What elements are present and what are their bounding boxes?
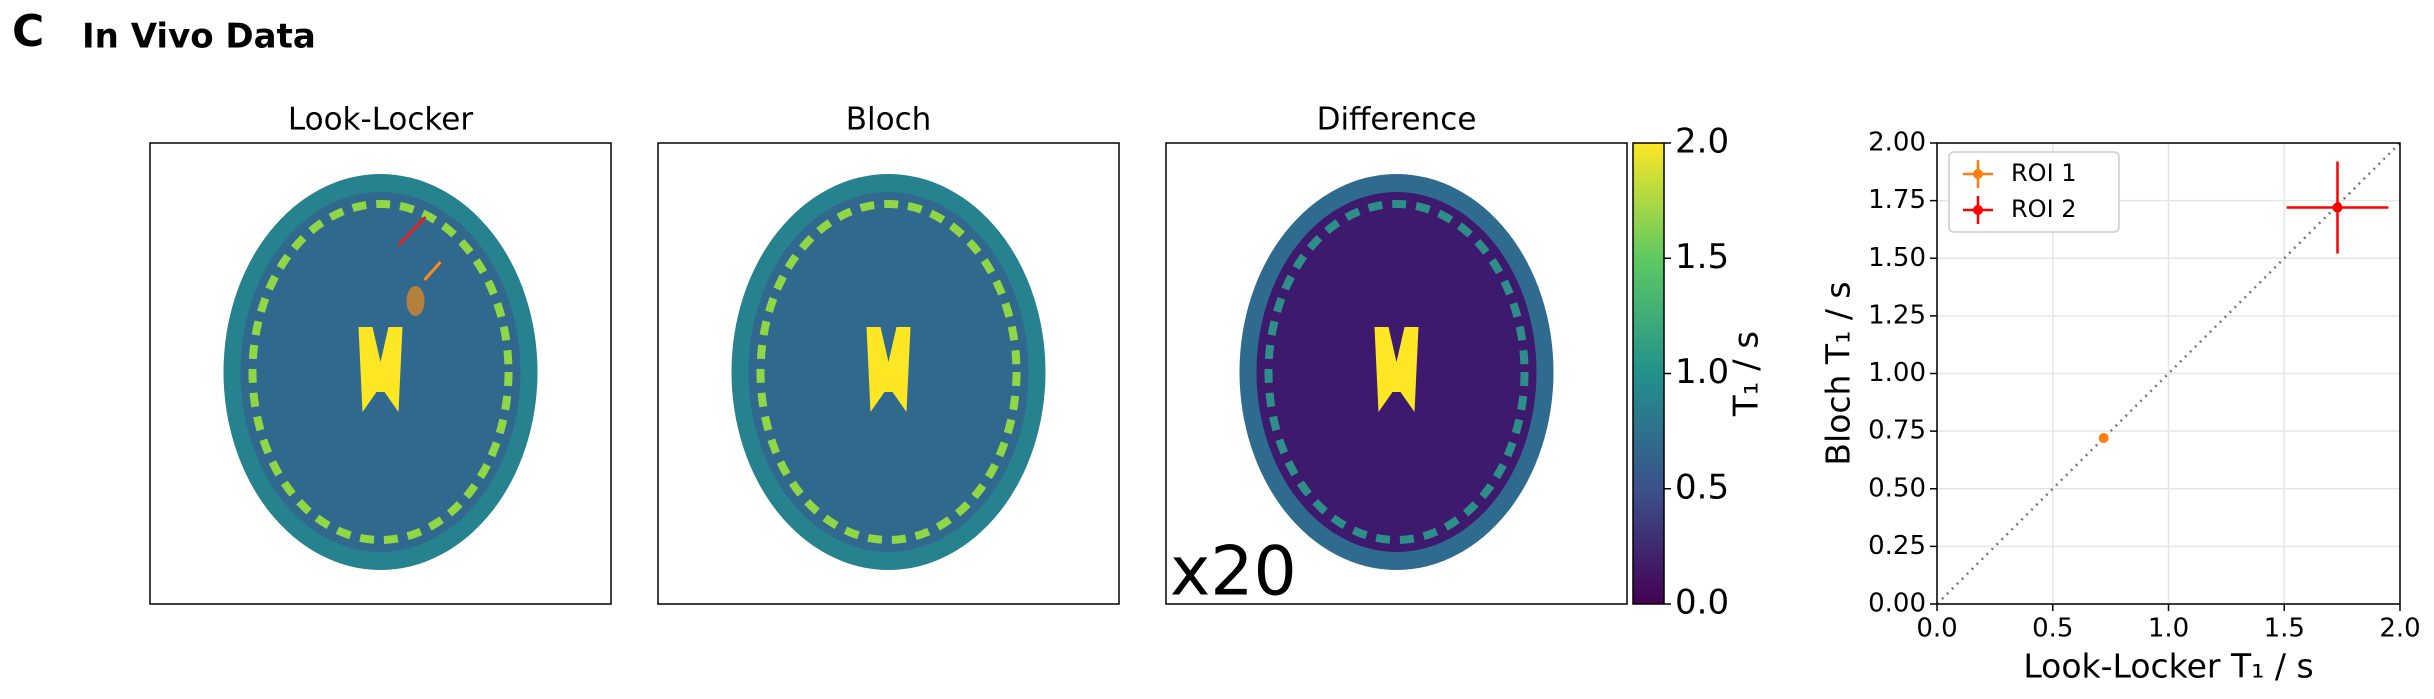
y-tick-label: 1.00 — [1868, 358, 1926, 388]
panel-title: Look-Locker — [288, 102, 473, 138]
y-tick-label: 0.25 — [1868, 531, 1926, 561]
y-tick-label: 1.75 — [1868, 185, 1926, 215]
panel-title: Difference — [1317, 102, 1477, 138]
ventricles — [866, 327, 911, 412]
x-tick-label: 0.5 — [2032, 614, 2073, 644]
y-axis-label: Bloch T₁ / s — [1819, 281, 1858, 465]
x-tick-label: 2.0 — [2379, 614, 2420, 644]
brain-images: Look-Locker Bloch Difference x20 0.0 0.5 1.0 1.… — [149, 102, 1767, 623]
cortex-ring — [248, 200, 513, 544]
colorbar-label: T₁ / s — [1727, 331, 1767, 417]
legend-box — [1948, 151, 2120, 233]
panel-letter: C — [12, 6, 44, 57]
legend-swatch — [1973, 169, 1983, 179]
colorbar-tick-label: 1.5 — [1675, 237, 1729, 277]
annotation: x20 — [1170, 533, 1297, 612]
legend-label: ROI 1 — [2011, 159, 2077, 187]
ventricles — [1374, 327, 1419, 412]
colorbar-tick-label: 0.0 — [1675, 583, 1729, 623]
x-tick-label: 1.5 — [2264, 614, 2305, 644]
plot-frame — [1936, 142, 2401, 605]
colorbar-tick-label: 1.0 — [1675, 352, 1729, 392]
x-axis-label: Look-Locker T₁ / s — [2023, 647, 2313, 686]
ventricles — [358, 327, 403, 412]
panel-frame — [149, 142, 612, 605]
panel-frame — [657, 142, 1120, 605]
panel-title: Bloch — [846, 102, 932, 138]
legend-swatch — [1973, 205, 1983, 215]
y-tick-label: 2.00 — [1868, 128, 1926, 158]
panel-frame — [1165, 142, 1628, 605]
arrow — [397, 215, 427, 247]
colorbar-tick-label: 0.5 — [1675, 467, 1729, 507]
y-tick-label: 0.00 — [1868, 589, 1926, 619]
x-tick-label: 1.0 — [2148, 614, 2189, 644]
cortex-ring — [756, 200, 1021, 544]
point — [2332, 202, 2343, 213]
y-tick-label: 1.50 — [1868, 243, 1926, 273]
scatter-plot: 0.0 0.5 1.0 1.5 2.0 0.00 0.25 0.50 0.75 1.00 1.25 1… — [1819, 128, 2421, 686]
point — [2098, 433, 2109, 444]
x-tick-label: 0.0 — [1916, 614, 1957, 644]
y-tick-label: 0.50 — [1868, 473, 1926, 503]
colorbar-tick-label: 2.0 — [1675, 122, 1729, 162]
y-tick-label: 1.25 — [1868, 300, 1926, 330]
colorbar — [1632, 142, 1665, 605]
figure-title: In Vivo Data — [82, 17, 316, 57]
arrow — [423, 261, 442, 281]
legend-label: ROI 2 — [2011, 195, 2077, 223]
roi-marker — [406, 286, 425, 316]
y-tick-label: 0.75 — [1868, 416, 1926, 446]
cortex-ring — [1264, 200, 1529, 544]
